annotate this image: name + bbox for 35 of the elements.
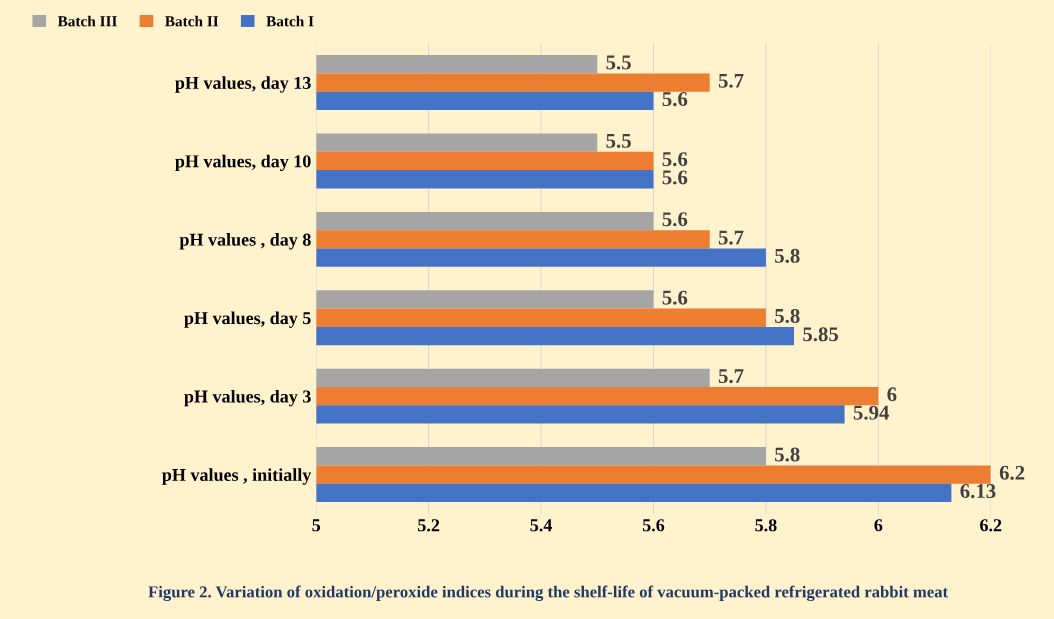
x-tick-label: 6.2 bbox=[980, 519, 1002, 532]
x-tick-label: 6 bbox=[874, 519, 883, 532]
data-label: 5.8 bbox=[775, 248, 800, 263]
data-label: 6.13 bbox=[960, 484, 996, 499]
legend-label: Batch III bbox=[57, 15, 117, 27]
legend-label: Batch II bbox=[165, 15, 219, 27]
data-label: 5.94 bbox=[853, 405, 890, 420]
x-tick-label: 5 bbox=[312, 519, 321, 532]
data-label: 5.85 bbox=[803, 327, 839, 342]
y-tick-label: pH values , day 8 bbox=[179, 233, 311, 250]
caption: Figure 2. Variation of oxidation/peroxide indices during the shelf-life of vacuum-packed refrigerated rabbit meat bbox=[148, 585, 949, 602]
data-label: 5.8 bbox=[775, 447, 800, 462]
data-label: 5.6 bbox=[662, 92, 688, 107]
y-tick-label: pH values, day 13 bbox=[175, 76, 311, 93]
y-tick-label: pH values, day 3 bbox=[184, 389, 311, 407]
y-tick-label: pH values , initially bbox=[162, 468, 312, 485]
legend-label: Batch I bbox=[266, 15, 314, 27]
data-label: 5.7 bbox=[718, 73, 744, 88]
x-tick-label: 5.6 bbox=[642, 519, 665, 532]
data-label: 5.6 bbox=[662, 170, 688, 185]
x-tick-label: 5.2 bbox=[418, 519, 440, 532]
data-label: 5.5 bbox=[606, 134, 631, 148]
data-label: 5.7 bbox=[718, 230, 744, 245]
y-tick-label: pH values, day 5 bbox=[184, 311, 311, 328]
y-tick-label: pH values, day 10 bbox=[175, 154, 311, 172]
data-label: 5.7 bbox=[718, 369, 744, 384]
data-label: 5.8 bbox=[775, 308, 800, 324]
data-label: 6.2 bbox=[999, 465, 1025, 480]
data-label: 5.6 bbox=[662, 152, 688, 167]
data-label: 5.6 bbox=[662, 290, 688, 305]
data-label: 5.5 bbox=[606, 55, 631, 70]
data-label: 5.6 bbox=[662, 212, 688, 227]
x-tick-label: 5.4 bbox=[530, 519, 552, 532]
data-label: 6 bbox=[887, 387, 897, 402]
x-tick-label: 5.8 bbox=[755, 519, 777, 532]
